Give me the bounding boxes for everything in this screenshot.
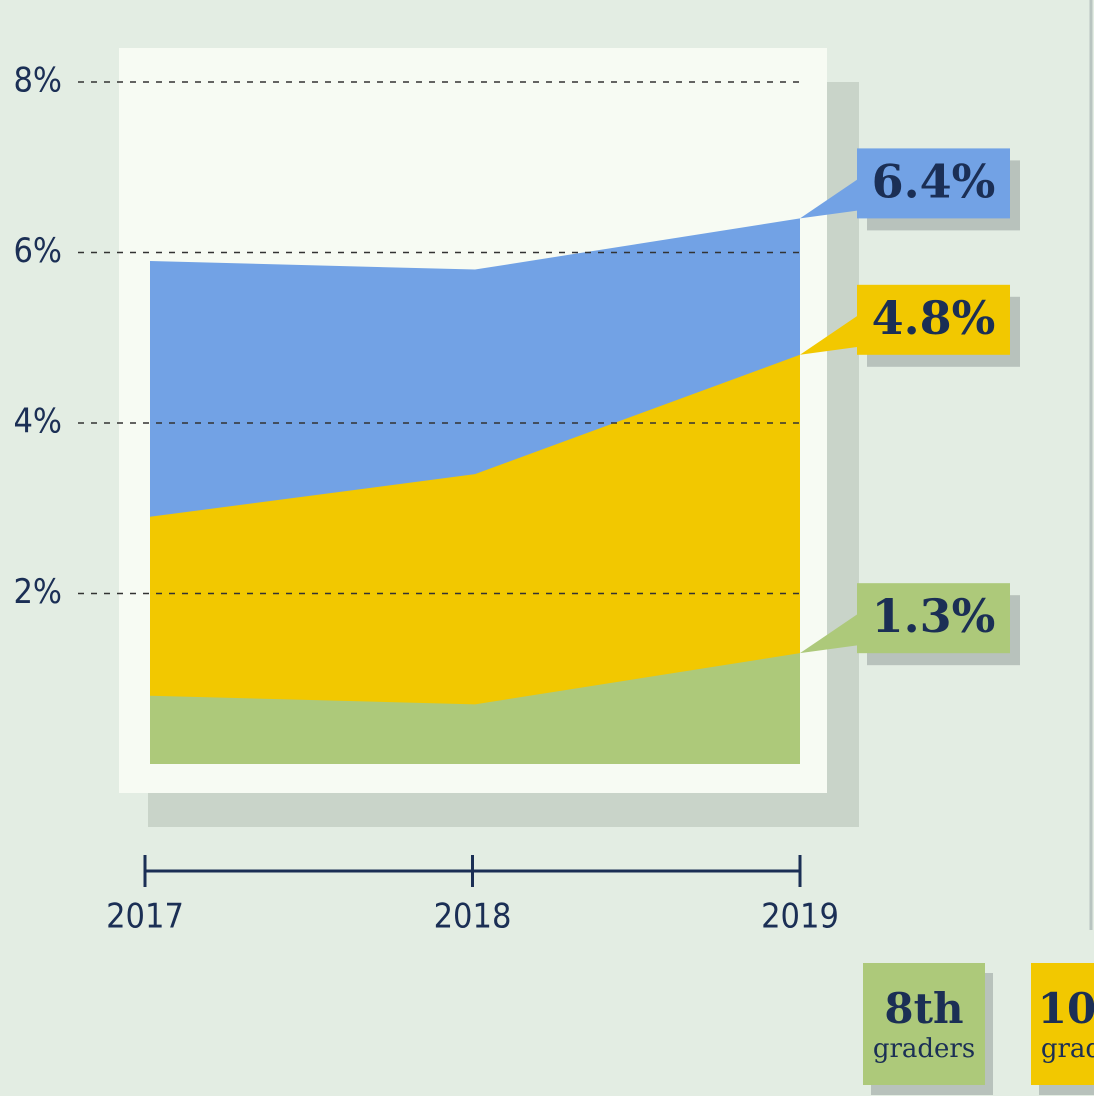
legend-sublabel: graders [873,1034,975,1064]
legend-label: 8th [884,984,963,1033]
value-label: 1.3% [872,589,996,643]
legend-swatch [863,963,985,1085]
legend-sublabel: graders [1041,1034,1094,1064]
callout-pointer [800,613,859,654]
y-tick-label: 6% [13,231,62,271]
x-tick-label: 2018 [434,897,512,937]
callout-box [857,148,1010,219]
legend-label: 10th [1038,984,1094,1033]
value-label: 4.8% [872,291,996,345]
x-tick-label: 2019 [761,897,839,937]
legend-swatch [1031,963,1094,1085]
callout-box [857,284,1010,355]
callout-pointer [800,314,859,355]
y-tick-label: 2% [13,572,62,612]
areas [150,218,800,764]
area [150,653,800,764]
callout-pointer [800,178,859,219]
x-tick-label: 2017 [106,897,184,937]
area [150,354,800,764]
y-tick-label: 8% [13,61,62,101]
callout-box [857,583,1010,654]
value-label: 6.4% [872,154,996,208]
y-tick-label: 4% [13,402,62,442]
